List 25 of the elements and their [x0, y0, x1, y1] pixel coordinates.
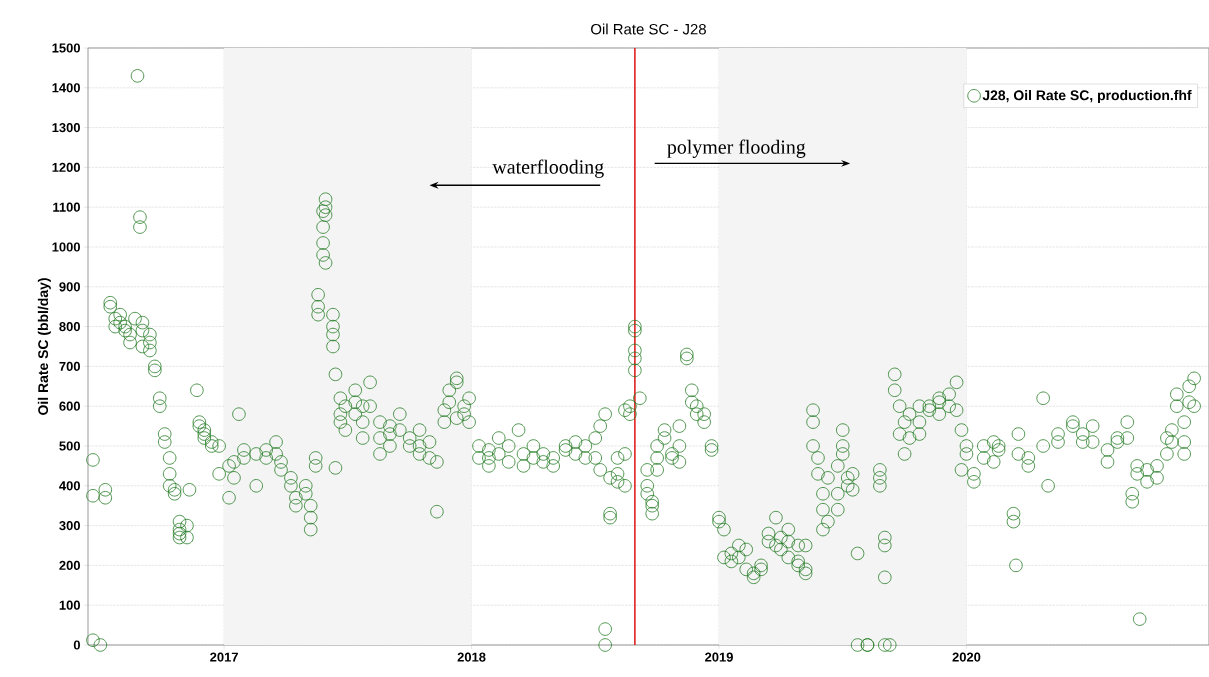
y-tick-label: 100	[59, 600, 80, 610]
y-tick-label: 1500	[52, 43, 80, 53]
x-tick-label: 2019	[705, 652, 733, 662]
y-tick-label: 0	[73, 640, 80, 650]
y-axis-title: Oil Rate SC (bbl/day)	[37, 278, 51, 415]
y-tick-label: 400	[59, 481, 80, 491]
y-tick-label: 900	[59, 282, 80, 292]
y-tick-label: 300	[59, 521, 80, 531]
x-tick-label: 2020	[952, 652, 981, 662]
y-tick-label: 800	[59, 322, 80, 332]
y-tick-label: 200	[59, 560, 80, 570]
y-tick-label: 1300	[52, 123, 80, 133]
x-tick-label: 2017	[210, 652, 238, 662]
x-tick-label: 2018	[457, 652, 486, 662]
y-tick-label: 1200	[52, 162, 80, 172]
y-tick-label: 1400	[52, 83, 80, 93]
annotation: waterflooding	[492, 159, 604, 178]
y-tick-label: 600	[59, 401, 80, 411]
y-tick-label: 1000	[52, 242, 80, 252]
legend-label: J28, Oil Rate SC, production.fhf	[982, 89, 1192, 103]
y-tick-label: 500	[59, 441, 80, 451]
annotation: polymer flooding	[667, 139, 806, 158]
chart-title: Oil Rate SC - J28	[591, 23, 706, 35]
y-tick-label: 700	[59, 361, 80, 371]
y-tick-label: 1100	[53, 202, 80, 212]
